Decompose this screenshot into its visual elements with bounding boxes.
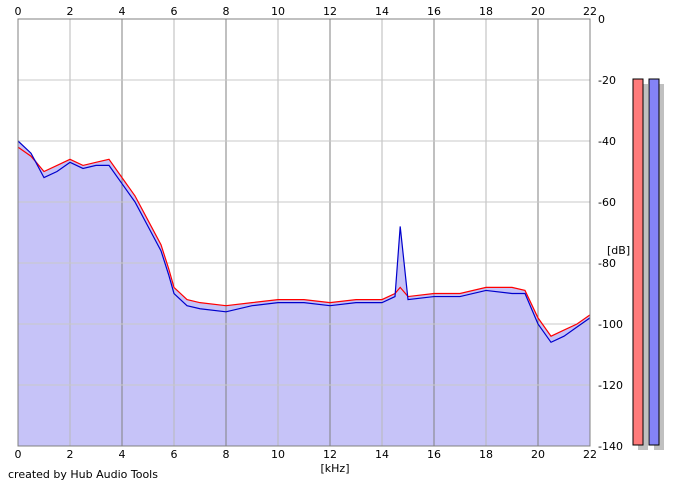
x-ticks-top: 0 2 4 6 8 10 12 14 16 18 20 22 <box>15 5 598 18</box>
x-tick-label-top: 12 <box>323 5 337 18</box>
level-meters <box>632 78 664 450</box>
x-tick-label-top: 18 <box>479 5 493 18</box>
x-tick-label-bottom: 20 <box>531 448 545 461</box>
x-tick-label-bottom: 0 <box>15 448 22 461</box>
x-tick-label-bottom: 8 <box>223 448 230 461</box>
x-tick-label-bottom: 10 <box>271 448 285 461</box>
spectrum-fill-area <box>18 141 590 446</box>
x-tick-label-top: 6 <box>171 5 178 18</box>
x-tick-label-top: 14 <box>375 5 389 18</box>
y-tick-label: -40 <box>598 135 616 148</box>
y-tick-label: -100 <box>598 318 623 331</box>
y-axis-label: [dB] <box>607 244 630 257</box>
x-tick-label-top: 22 <box>583 5 597 18</box>
x-tick-label-bottom: 6 <box>171 448 178 461</box>
credit-text: created by Hub Audio Tools <box>8 468 158 481</box>
y-tick-label: -20 <box>598 74 616 87</box>
y-tick-label: -140 <box>598 440 623 453</box>
x-tick-label-top: 20 <box>531 5 545 18</box>
x-tick-label-bottom: 2 <box>67 448 74 461</box>
series-layer <box>17 140 591 344</box>
x-tick-label-top: 2 <box>67 5 74 18</box>
y-tick-label: 0 <box>598 13 605 26</box>
x-tick-label-bottom: 22 <box>583 448 597 461</box>
x-axis-label: [kHz] <box>321 462 350 475</box>
series-line-1 <box>17 140 591 344</box>
x-tick-label-bottom: 16 <box>427 448 441 461</box>
x-ticks-bottom: 0 2 4 6 8 10 12 14 16 18 20 22 <box>15 448 598 461</box>
series-line-0 <box>17 146 591 337</box>
x-tick-label-bottom: 4 <box>119 448 126 461</box>
x-tick-label-bottom: 14 <box>375 448 389 461</box>
x-tick-label-top: 8 <box>223 5 230 18</box>
x-tick-label-bottom: 18 <box>479 448 493 461</box>
spectrum-fill-layer <box>18 141 590 446</box>
y-ticks: 0 -20 -40 -60 -80 -100 -120 -140 <box>598 13 623 453</box>
plot-frame <box>17 18 591 447</box>
y-tick-label: -80 <box>598 257 616 270</box>
x-tick-label-top: 4 <box>119 5 126 18</box>
x-tick-label-top: 0 <box>15 5 22 18</box>
x-tick-label-top: 10 <box>271 5 285 18</box>
y-tick-label: -60 <box>598 196 616 209</box>
y-tick-label: -120 <box>598 379 623 392</box>
level-meter-bar <box>648 78 660 446</box>
x-tick-label-bottom: 12 <box>323 448 337 461</box>
level-meter-bar <box>632 78 644 446</box>
x-tick-label-top: 16 <box>427 5 441 18</box>
